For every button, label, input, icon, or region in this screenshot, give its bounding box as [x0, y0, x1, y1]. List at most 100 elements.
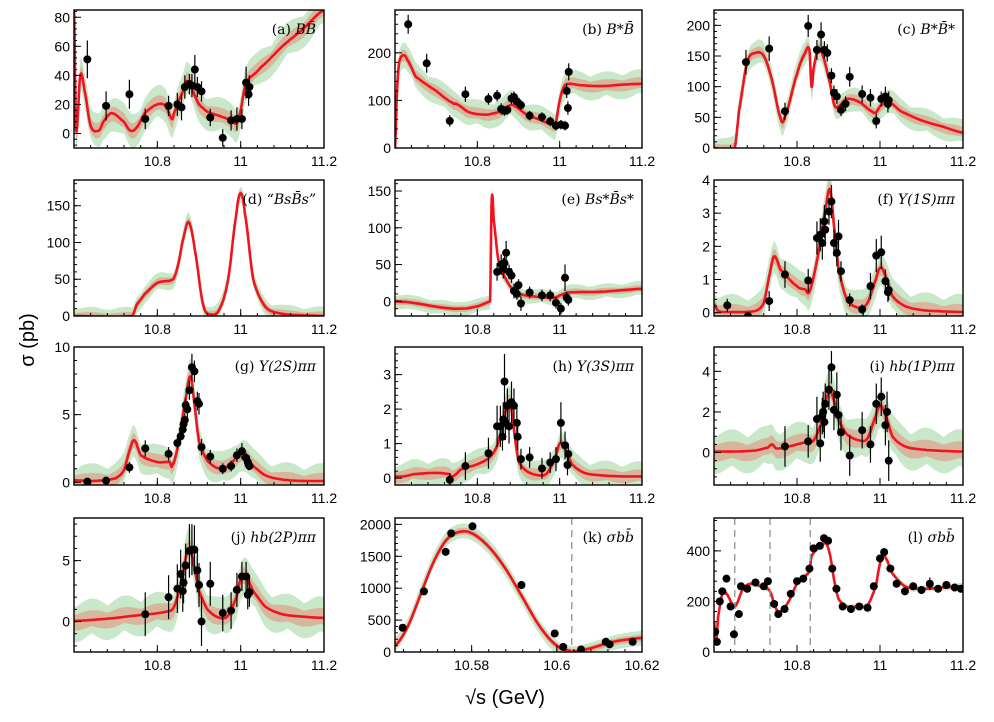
panel-label-id: (c) [897, 22, 920, 38]
data-point [824, 536, 833, 545]
marker [880, 548, 889, 557]
data-point [245, 577, 254, 607]
data-point [556, 302, 565, 315]
marker [525, 111, 534, 120]
data-point [780, 605, 789, 614]
y-tick-label: 0 [62, 474, 70, 490]
y-tick-label: 2 [702, 404, 710, 420]
data-point [804, 268, 813, 293]
data-point [546, 116, 555, 127]
panel-label-id: (l) [908, 530, 928, 546]
uncertainty-band-outer [74, 10, 324, 148]
data-point [525, 286, 534, 299]
marker [827, 363, 836, 372]
axes-frame [73, 346, 325, 486]
data-point [502, 241, 511, 265]
data-point [125, 462, 134, 473]
x-tick-label: 11.2 [950, 321, 976, 337]
marker [950, 583, 959, 592]
marker [832, 248, 841, 257]
y-tick-label: 100 [687, 79, 711, 95]
marker [909, 582, 918, 591]
marker [877, 392, 886, 401]
marker [195, 581, 203, 589]
data-point [718, 587, 727, 596]
marker [398, 623, 407, 632]
data-point [845, 435, 854, 476]
data-point [559, 642, 568, 651]
panel-label: (k) σbb̄ [583, 528, 634, 546]
axes-frame [713, 346, 964, 486]
axes-frame [713, 9, 964, 149]
marker [445, 116, 454, 125]
data-point [770, 599, 779, 608]
marker [832, 584, 841, 593]
panel-label: (g) Υ(2S)ππ [235, 359, 317, 375]
marker [237, 114, 246, 123]
data-point [206, 108, 215, 127]
data-point [863, 603, 872, 612]
data-point [206, 449, 215, 464]
marker [827, 71, 836, 80]
marker [516, 101, 525, 110]
panel-label-process: “BsB̄s” [267, 190, 316, 208]
marker [804, 276, 813, 285]
data-point [180, 413, 189, 427]
marker [793, 577, 801, 586]
marker [858, 90, 867, 99]
data-point [245, 75, 254, 99]
x-tick-label: 10.8 [144, 657, 171, 673]
data-point [484, 93, 493, 105]
marker [884, 456, 893, 465]
marker [563, 104, 572, 113]
plot-area [395, 189, 642, 316]
marker [537, 113, 546, 122]
panel-d: 10.8 11 11.2 0 50 100 150 (d) “BsB̄s” [47, 179, 337, 337]
x-tick-label: 10.8 [144, 321, 171, 337]
marker [509, 401, 518, 410]
x-tick-label: 10.8 [783, 153, 810, 169]
marker [102, 476, 111, 485]
marker [815, 541, 824, 550]
fit-line [714, 541, 963, 644]
marker [917, 586, 926, 595]
x-tick-label: 11 [233, 657, 248, 673]
y-tick-label: 100 [368, 220, 392, 236]
marker [812, 45, 821, 54]
data-point [556, 402, 565, 444]
panel-label-id: (i) [870, 359, 890, 375]
y-tick-label: 2000 [360, 516, 391, 532]
y-tick-label: 5 [62, 407, 70, 423]
data-point [498, 422, 507, 451]
data-point [605, 640, 614, 649]
data-point [872, 113, 881, 129]
y-tick-label: 100 [47, 234, 71, 250]
marker [516, 299, 525, 308]
data-point [525, 110, 534, 121]
marker [125, 463, 134, 472]
marker [827, 197, 836, 206]
panel-label-id: (h) [553, 359, 577, 375]
y-tick-label: 100 [368, 92, 392, 108]
marker [500, 259, 509, 268]
data-point [404, 14, 413, 34]
marker [925, 579, 934, 588]
marker [237, 447, 246, 456]
data-point [493, 89, 502, 102]
panel-label-id: (j) [231, 530, 251, 546]
marker [525, 453, 534, 462]
panel-label: (i) hb(1P)ππ [870, 359, 956, 375]
plot-area [74, 353, 324, 485]
y-tick-label: 200 [368, 45, 392, 61]
x-tick-label: 11.2 [311, 657, 337, 673]
marker [512, 418, 521, 427]
data-point [509, 388, 518, 423]
data-point [218, 463, 227, 475]
marker [821, 225, 830, 234]
x-tick-label: 10.8 [783, 321, 810, 337]
marker [505, 422, 514, 431]
axes-frame [713, 179, 964, 317]
marker [507, 271, 516, 280]
data-point [866, 272, 875, 300]
data-point [886, 564, 895, 573]
